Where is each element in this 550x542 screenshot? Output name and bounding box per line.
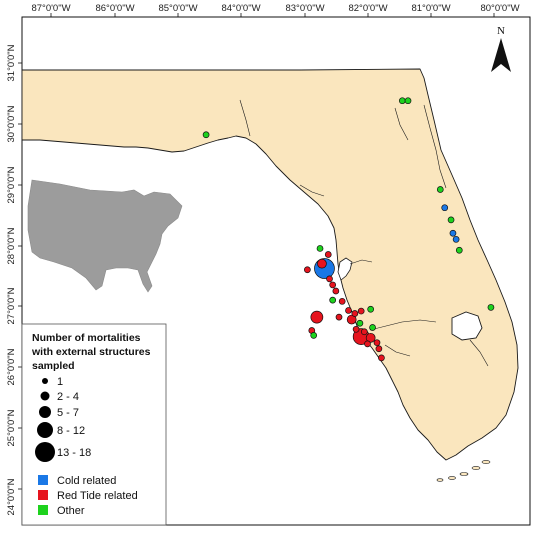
lat-label: 31°0'0"N bbox=[6, 44, 17, 81]
mortality-marker bbox=[329, 296, 337, 304]
legend-size-label: 2 - 4 bbox=[57, 391, 79, 403]
mortality-marker bbox=[316, 245, 324, 252]
latitude-labels: 31°0'0"N 30°0'0"N 29°0'0"N 28°0'0"N 27°0… bbox=[6, 44, 17, 515]
mortality-marker bbox=[310, 332, 318, 339]
legend-title-line: sampled bbox=[32, 360, 75, 372]
mortality-marker bbox=[345, 307, 352, 314]
legend-size-label: 5 - 7 bbox=[57, 407, 79, 419]
lon-label: 87°0'0"W bbox=[31, 3, 70, 14]
mortality-marker bbox=[441, 204, 449, 212]
legend-size-marker bbox=[35, 442, 55, 462]
mortality-marker bbox=[324, 251, 332, 258]
lon-label: 82°0'0"W bbox=[348, 3, 387, 14]
lon-label: 81°0'0"W bbox=[411, 3, 450, 14]
lat-label: 24°0'0"N bbox=[6, 478, 17, 515]
mortality-marker bbox=[436, 186, 444, 193]
north-arrow-label: N bbox=[497, 25, 505, 37]
mortality-marker bbox=[455, 246, 463, 254]
lat-label: 26°0'0"N bbox=[6, 348, 17, 385]
mortality-marker bbox=[447, 216, 455, 224]
tampa-bay bbox=[337, 257, 353, 281]
lon-label: 83°0'0"W bbox=[285, 3, 324, 14]
mortality-marker bbox=[346, 314, 357, 325]
legend-size-label: 1 bbox=[57, 376, 63, 388]
legend-size-marker bbox=[42, 378, 48, 384]
lon-label: 86°0'0"W bbox=[95, 3, 134, 14]
legend-category-label: Cold related bbox=[57, 475, 116, 487]
mortality-marker bbox=[365, 332, 376, 343]
mortality-marker bbox=[367, 305, 375, 313]
mortality-marker bbox=[404, 97, 412, 105]
legend-size-label: 8 - 12 bbox=[57, 425, 85, 437]
mortality-marker bbox=[338, 297, 346, 305]
legend-category-swatch bbox=[38, 490, 48, 500]
lon-label: 84°0'0"W bbox=[221, 3, 260, 14]
lat-label: 29°0'0"N bbox=[6, 166, 17, 203]
mortality-marker bbox=[375, 345, 383, 353]
mortality-marker bbox=[369, 324, 376, 331]
mortality-marker bbox=[449, 229, 457, 237]
usa-inset-map bbox=[27, 179, 183, 293]
lat-label: 25°0'0"N bbox=[6, 409, 17, 446]
lat-label: 28°0'0"N bbox=[6, 227, 17, 264]
mortality-marker bbox=[351, 310, 359, 317]
mortality-marker bbox=[373, 339, 381, 347]
lon-label: 80°0'0"W bbox=[480, 3, 519, 14]
mortality-marker bbox=[304, 266, 311, 274]
legend-size-marker bbox=[37, 422, 53, 438]
mortality-marker bbox=[398, 97, 406, 105]
mortality-markers bbox=[202, 97, 495, 362]
mortality-marker bbox=[326, 275, 333, 283]
usa-inset-land bbox=[27, 179, 183, 293]
mortality-marker bbox=[452, 235, 460, 243]
mortality-marker bbox=[352, 325, 360, 333]
lat-label: 27°0'0"N bbox=[6, 287, 17, 324]
florida-landmass bbox=[21, 68, 519, 461]
lon-label: 85°0'0"W bbox=[158, 3, 197, 14]
mortality-marker bbox=[487, 304, 495, 311]
lat-label: 30°0'0"N bbox=[6, 105, 17, 142]
mortality-marker bbox=[310, 310, 324, 324]
legend-title-line: Number of mortalities bbox=[32, 332, 141, 344]
legend-category-label: Other bbox=[57, 505, 85, 517]
north-arrow: N bbox=[491, 25, 511, 72]
legend-size-marker bbox=[40, 391, 50, 401]
graticule-ticks bbox=[18, 13, 495, 490]
mortality-marker bbox=[356, 319, 364, 327]
mortality-marker bbox=[317, 258, 327, 269]
legend-size-label: 13 - 18 bbox=[57, 447, 91, 459]
legend-title-line: with external structures bbox=[31, 346, 151, 358]
lake-okeechobee bbox=[451, 311, 483, 341]
mortality-marker bbox=[335, 313, 343, 321]
north-arrow-icon bbox=[491, 38, 511, 72]
legend-category-label: Red Tide related bbox=[57, 490, 138, 502]
mortality-marker bbox=[360, 328, 368, 336]
legend-size-marker bbox=[39, 406, 51, 418]
longitude-labels: 87°0'0"W 86°0'0"W 85°0'0"W 84°0'0"W 83°0… bbox=[31, 3, 519, 14]
mortality-marker bbox=[202, 131, 210, 139]
florida-keys bbox=[436, 460, 491, 482]
rivers bbox=[239, 99, 489, 367]
mortality-marker bbox=[329, 281, 337, 289]
mortality-marker bbox=[364, 340, 371, 348]
mortality-marker bbox=[332, 287, 340, 295]
legend-category-swatch bbox=[38, 475, 48, 485]
mortality-marker bbox=[357, 307, 365, 315]
legend-category-swatch bbox=[38, 505, 48, 515]
mortality-marker bbox=[378, 354, 385, 362]
